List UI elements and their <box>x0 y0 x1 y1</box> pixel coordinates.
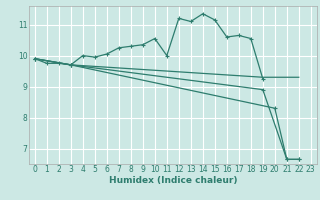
X-axis label: Humidex (Indice chaleur): Humidex (Indice chaleur) <box>108 176 237 185</box>
